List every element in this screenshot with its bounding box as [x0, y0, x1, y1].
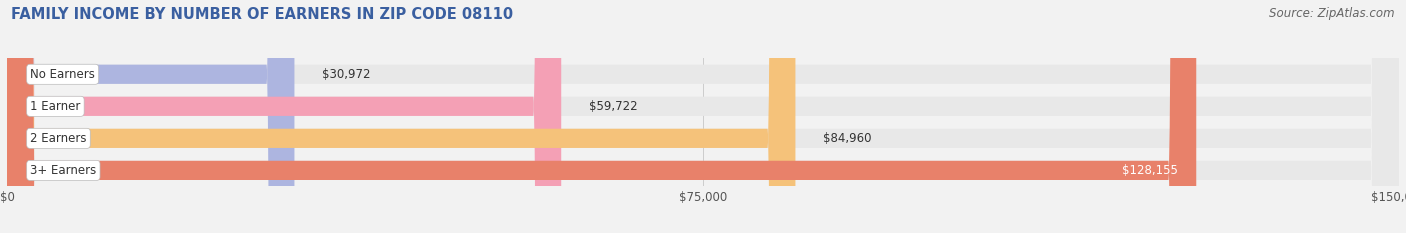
FancyBboxPatch shape: [7, 0, 796, 233]
FancyBboxPatch shape: [7, 0, 561, 233]
FancyBboxPatch shape: [7, 0, 294, 233]
Text: $128,155: $128,155: [1122, 164, 1178, 177]
Text: $84,960: $84,960: [824, 132, 872, 145]
Text: 2 Earners: 2 Earners: [31, 132, 87, 145]
FancyBboxPatch shape: [7, 0, 1197, 233]
Text: 3+ Earners: 3+ Earners: [31, 164, 97, 177]
Text: $59,722: $59,722: [589, 100, 638, 113]
Text: No Earners: No Earners: [31, 68, 96, 81]
FancyBboxPatch shape: [7, 0, 1399, 233]
FancyBboxPatch shape: [7, 0, 1399, 233]
Text: Source: ZipAtlas.com: Source: ZipAtlas.com: [1270, 7, 1395, 20]
Text: $30,972: $30,972: [322, 68, 371, 81]
FancyBboxPatch shape: [7, 0, 1399, 233]
Text: 1 Earner: 1 Earner: [31, 100, 80, 113]
Text: FAMILY INCOME BY NUMBER OF EARNERS IN ZIP CODE 08110: FAMILY INCOME BY NUMBER OF EARNERS IN ZI…: [11, 7, 513, 22]
FancyBboxPatch shape: [7, 0, 1399, 233]
